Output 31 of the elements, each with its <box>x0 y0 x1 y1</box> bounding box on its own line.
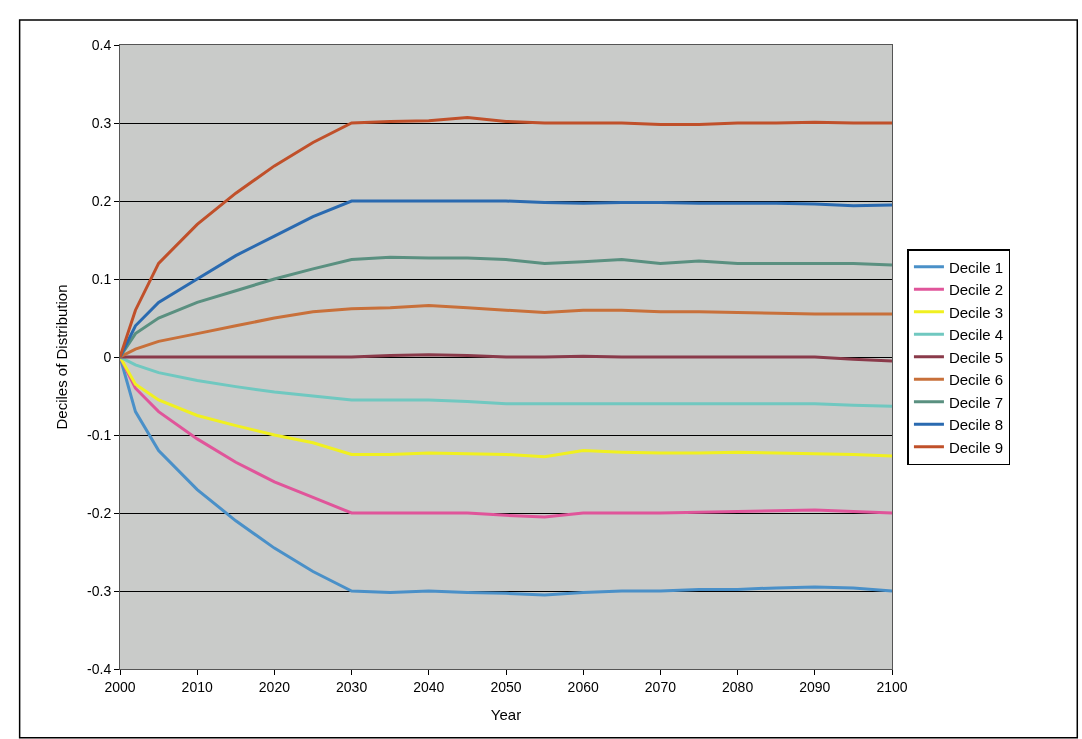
legend-label: Decile 8 <box>948 416 1004 434</box>
y-tick-label: -0.4 <box>87 660 112 677</box>
x-tick-label: 2000 <box>104 678 136 695</box>
x-tick-label: 2080 <box>722 678 754 695</box>
x-tick-label: 2020 <box>258 678 291 695</box>
x-tick-label: 2100 <box>876 678 908 695</box>
y-tick-label: 0.3 <box>91 114 112 131</box>
x-tick-label: 2050 <box>490 678 522 695</box>
y-tick-label: -0.2 <box>87 504 112 521</box>
legend-label: Decile 4 <box>948 326 1004 344</box>
legend-label: Decile 1 <box>948 258 1004 276</box>
legend-label: Decile 5 <box>948 348 1004 366</box>
legend-label: Decile 9 <box>948 438 1004 456</box>
x-tick-label: 2090 <box>799 678 831 695</box>
x-axis-title: Year <box>490 705 522 723</box>
y-tick-label: 0.4 <box>91 36 112 53</box>
x-tick-label: 2070 <box>644 678 677 695</box>
y-tick-label: 0 <box>103 348 112 365</box>
y-tick-label: -0.1 <box>87 426 112 443</box>
x-tick-label: 2030 <box>336 678 368 695</box>
y-axis-title: Deciles of Distribution <box>53 284 71 430</box>
legend-label: Decile 6 <box>948 371 1004 389</box>
x-tick-label: 2010 <box>181 678 213 695</box>
x-tick-label: 2040 <box>413 678 445 695</box>
y-tick-label: -0.3 <box>87 582 112 599</box>
x-tick-label: 2060 <box>567 678 599 695</box>
y-tick-label: 0.1 <box>91 270 112 287</box>
y-tick-label: 0.2 <box>91 192 112 209</box>
legend-label: Decile 7 <box>948 393 1004 411</box>
legend-label: Decile 3 <box>948 303 1004 321</box>
legend-label: Decile 2 <box>948 281 1004 299</box>
